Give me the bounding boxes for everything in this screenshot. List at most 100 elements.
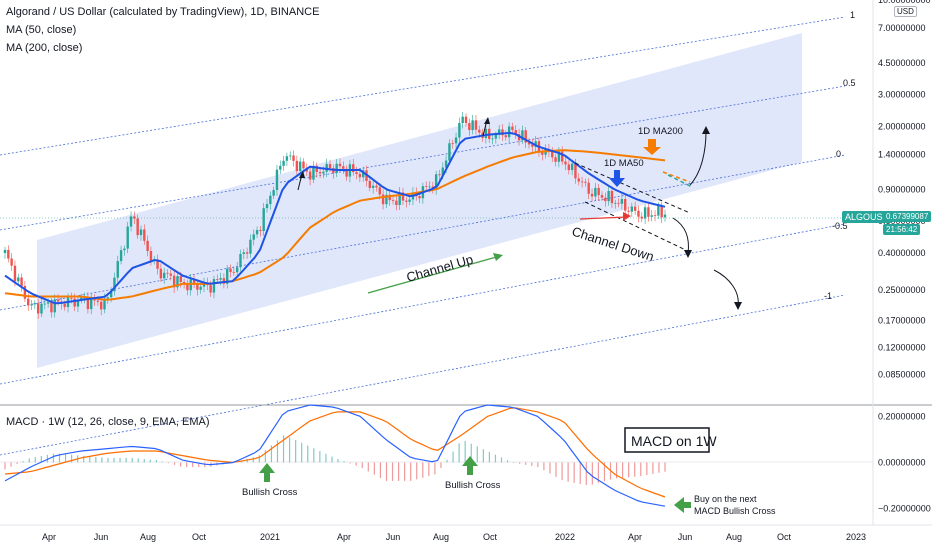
macd-axis[interactable]: 0.20000000 0.00000000 −0.20000000: [878, 412, 931, 514]
macd-histogram-bar: [434, 462, 436, 475]
macd-histogram-bar: [446, 459, 448, 463]
macd-histogram-bar: [282, 435, 285, 463]
candle-body: [660, 206, 663, 218]
candle-body: [226, 268, 229, 284]
candle-body: [640, 216, 643, 219]
candle-body: [597, 187, 600, 196]
buy-note-line2: MACD Bullish Cross: [694, 506, 776, 516]
macd-histogram-bar: [64, 454, 67, 463]
macd-histogram-bar: [16, 462, 18, 464]
candle-body: [99, 301, 103, 310]
scenario-down-arrow-2: [713, 269, 739, 307]
candle-body: [126, 226, 129, 249]
macd-histogram-bar: [494, 454, 497, 463]
macd-histogram-bar: [549, 462, 551, 474]
fib-line-neg-0-5: [0, 223, 846, 385]
macd-tick-label: 0.00000000: [878, 458, 926, 468]
macd-histogram-bar: [89, 456, 91, 463]
macd-histogram-bar: [95, 456, 97, 463]
candle-body: [564, 161, 567, 165]
time-tick-label: 2023: [846, 532, 866, 542]
price-axis[interactable]: 10.00000000 7.00000000 4.50000000 3.0000000…: [878, 0, 931, 380]
candle-body: [653, 215, 657, 217]
macd-histogram-bar: [192, 462, 194, 468]
candle-body: [521, 130, 524, 141]
price-tick-label: 3.00000000: [878, 90, 926, 100]
candle-body: [361, 170, 365, 178]
candle-body: [551, 151, 554, 158]
candle-body: [73, 298, 76, 307]
candle-body: [570, 163, 574, 171]
candle-body: [149, 251, 153, 261]
candle-body: [146, 240, 149, 252]
channel-up-arrowhead: [493, 253, 503, 261]
macd-histogram-bar: [561, 462, 563, 481]
currency-badge[interactable]: USD: [894, 6, 917, 17]
candle-body: [20, 277, 23, 286]
candle-body: [478, 129, 481, 133]
macd-histogram-bar: [58, 453, 61, 463]
macd-histogram-bar: [428, 462, 430, 477]
time-axis[interactable]: Apr Jun Aug Oct 2021 Apr Jun Aug Oct 2022 Apr Jun Au…: [42, 532, 866, 542]
macd-histogram-bar: [597, 462, 599, 483]
channel-down-bottom: [584, 201, 693, 254]
candle-body: [434, 174, 438, 190]
candle-body: [318, 172, 322, 174]
candle-body: [50, 302, 53, 313]
macd-histogram-bar: [301, 442, 303, 463]
candle-body: [511, 126, 514, 131]
macd-legend[interactable]: MACD · 1W (12, 26, close, 9, EMA, EMA): [6, 416, 210, 428]
candle-body: [381, 194, 385, 205]
candle-body: [650, 215, 653, 217]
candle-body: [388, 194, 391, 201]
candle-body: [265, 204, 269, 209]
candle-body: [43, 303, 46, 305]
macd-histogram-bar: [628, 462, 630, 478]
macd-histogram-bar: [167, 462, 170, 464]
ma200-legend[interactable]: MA (200, close): [6, 42, 83, 54]
arrowhead: [484, 117, 490, 124]
candle-body: [617, 202, 620, 204]
candle-body: [56, 299, 60, 302]
candle-body: [53, 299, 56, 313]
candle-body: [275, 169, 279, 191]
time-tick-label: Jun: [94, 532, 109, 542]
macd-histogram-bar: [295, 440, 297, 463]
macd-histogram-bar: [543, 462, 545, 471]
macd-histogram-bar: [155, 460, 157, 463]
price-tick-label: 0.12000000: [878, 343, 926, 353]
channel-down-lines: [574, 162, 693, 254]
macd-histogram-bar: [52, 453, 55, 463]
candle-body: [166, 272, 169, 274]
candle-body: [358, 173, 362, 178]
time-tick-label: Apr: [337, 532, 351, 542]
candle-body: [614, 202, 617, 204]
macd-histogram-bar: [410, 462, 412, 481]
fib-channel-lines: [0, 16, 846, 456]
candle-body: [13, 265, 17, 282]
macd-histogram-bar: [640, 462, 642, 477]
ma50-legend[interactable]: MA (50, close): [6, 24, 77, 36]
candle-body: [86, 297, 90, 310]
ma50-label: 1D MA50: [604, 158, 644, 169]
macd-histogram-bar: [634, 462, 636, 477]
candle-body: [36, 303, 40, 314]
macd-histogram-bar: [307, 445, 309, 463]
macd-histogram-bar: [161, 461, 164, 463]
candle-body: [216, 279, 219, 280]
price-tick-label: 7.00000000: [878, 23, 926, 33]
candle-body: [295, 160, 299, 172]
candle-body: [70, 297, 73, 299]
candle-body: [577, 178, 580, 182]
candle-body: [624, 199, 627, 211]
ma-projection-orange: [662, 171, 691, 183]
candle-body: [269, 195, 272, 205]
candle-body: [255, 230, 259, 235]
candle-body: [219, 278, 222, 280]
candle-body: [580, 181, 584, 183]
macd-histogram-bar: [252, 457, 254, 463]
candle-body: [368, 180, 372, 188]
candle-body: [371, 185, 375, 188]
candle-body: [554, 157, 557, 162]
